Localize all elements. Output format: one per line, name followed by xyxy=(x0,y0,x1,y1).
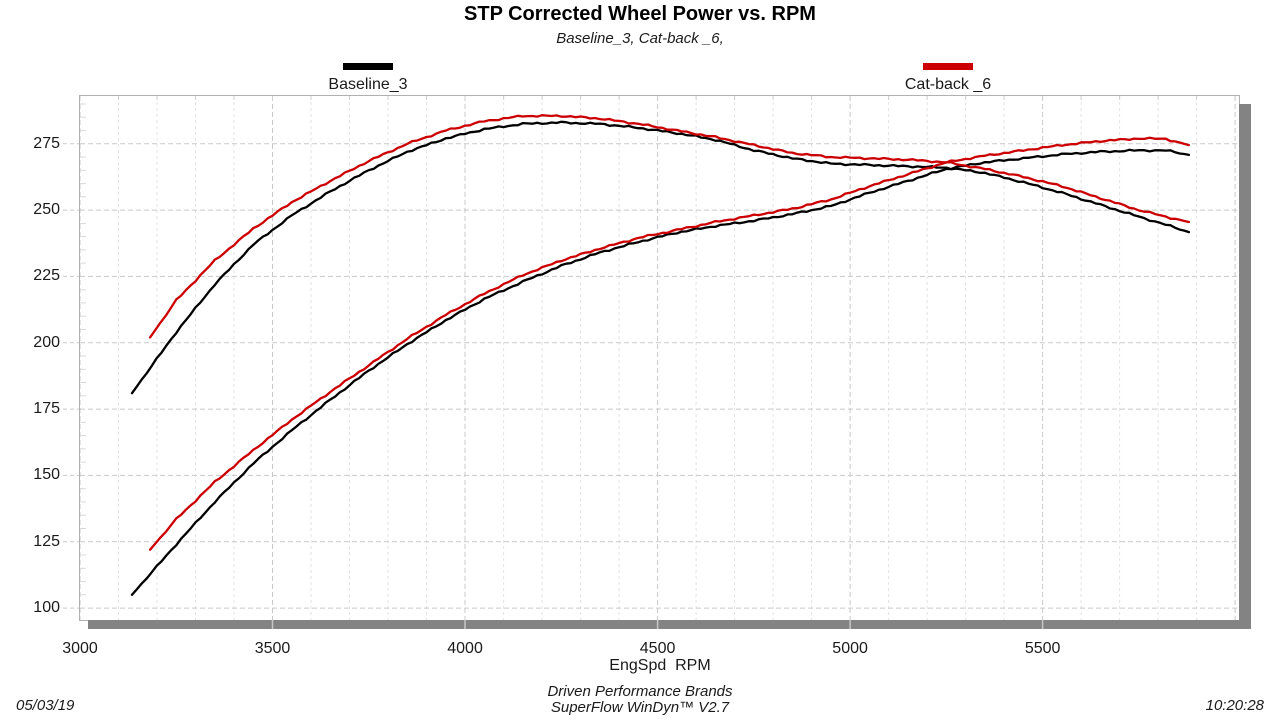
legend-swatch-catback xyxy=(923,63,973,70)
y-tick-label: 275 xyxy=(33,134,60,152)
y-tick-label: 250 xyxy=(33,201,60,219)
y-tick-label: 150 xyxy=(33,466,60,484)
footer-software-line: SuperFlow WinDyn™ V2.7 xyxy=(550,699,730,716)
x-tick-label: 4500 xyxy=(639,640,676,657)
x-tick-label: 3500 xyxy=(254,640,291,657)
x-tick-label: 5500 xyxy=(1024,640,1061,657)
legend-label-catback: Cat-back _6 xyxy=(904,76,992,93)
y-tick-label: 175 xyxy=(33,400,60,418)
chart-title: STP Corrected Wheel Power vs. RPM xyxy=(464,3,816,25)
x-tick-label: 5000 xyxy=(832,640,868,657)
legend-swatch-baseline xyxy=(343,63,393,70)
y-tick-label: 100 xyxy=(33,599,60,617)
y-tick-label: 200 xyxy=(33,333,60,351)
y-tick-label: 225 xyxy=(33,267,60,285)
legend-label-baseline: Baseline_3 xyxy=(328,76,408,93)
footer-time: 10:20:28 xyxy=(1205,697,1264,714)
x-axis-label: EngSpd RPM xyxy=(609,657,711,674)
x-tick-label: 4000 xyxy=(447,640,483,657)
chart-subtitle: Baseline_3, Cat-back _6, xyxy=(556,30,724,47)
x-tick-label: 3000 xyxy=(62,640,98,657)
y-tick-label: 125 xyxy=(33,532,60,550)
footer-brand-line: Driven Performance Brands xyxy=(547,683,733,700)
footer-date: 05/03/19 xyxy=(16,697,75,714)
